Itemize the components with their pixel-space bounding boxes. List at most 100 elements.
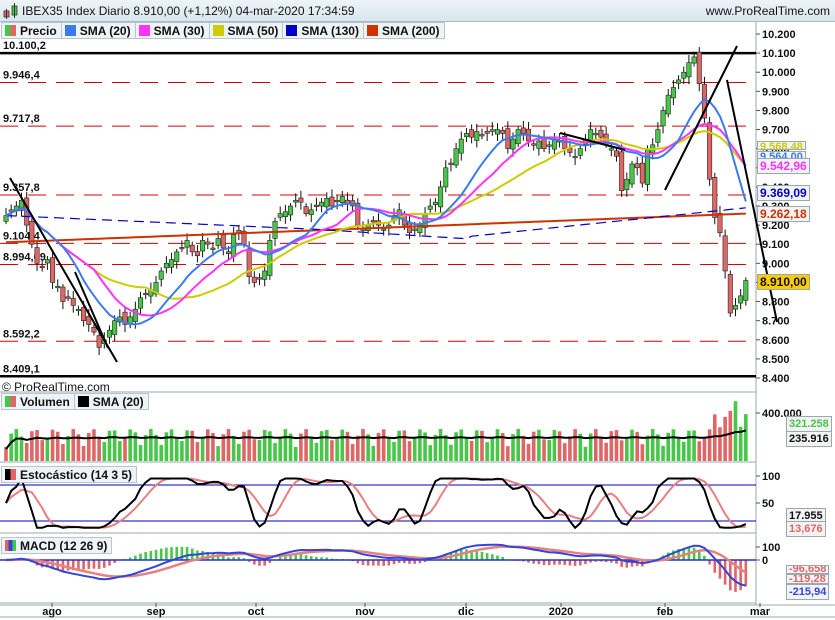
macd-histogram-bar [377,560,380,566]
legend-sma130[interactable]: SMA (130) [282,22,364,39]
legend-stochastic[interactable]: Estocástico (14 3 5) [1,466,138,483]
macd-histogram-bar [568,560,572,566]
price-axis-tick: 8.400 [762,373,790,385]
volume-bar [164,432,169,461]
candle [634,163,640,169]
macd-histogram-bar [134,555,137,560]
candle [494,129,500,135]
volume-bar [216,446,220,461]
candle [329,196,335,207]
candle [432,201,438,206]
chart-title: IBEX35 Index Diario 8.910,00 (+1,12%) 04… [22,4,355,18]
volume-bar [314,442,319,461]
volume-bar [723,416,727,461]
volume-bar [656,434,660,461]
candle [613,150,619,157]
volume-bar [542,439,546,461]
macd-histogram-bar [589,560,592,563]
legend-precio[interactable]: Precio [1,22,62,39]
site-link[interactable]: www.ProRealTime.com [705,4,830,18]
macd-histogram-bar [392,560,396,565]
macd-histogram-bar [599,560,603,562]
volume-bar [19,436,24,461]
macd-histogram-bar [201,550,204,560]
macd-histogram-bar [734,560,737,592]
macd-histogram-bar [491,554,494,560]
macd-histogram-bar [485,553,489,560]
macd-histogram-bar [692,547,696,560]
macd-histogram-bar [532,560,536,564]
legend-label: MACD (12 26 9) [20,538,108,553]
candle [169,259,175,268]
trendline[interactable] [74,271,109,349]
price-legend: Precio SMA (20) SMA (30) SMA (50) SMA (1… [1,22,445,39]
price-axis-tick: 8.500 [762,354,790,366]
legend-volume-sma[interactable]: SMA (20) [73,393,149,410]
x-axis-tick-label: ago [42,606,62,618]
candle [29,220,35,245]
volume-bar [661,445,665,461]
legend-sma200[interactable]: SMA (200) [362,22,445,39]
volume-bar [138,445,143,461]
candle [60,286,66,302]
macd-histogram-bar [242,558,246,560]
legend-sma50[interactable]: SMA (50) [208,22,284,39]
macd-histogram-bar [578,560,582,566]
volume-bar [190,430,195,461]
volume-legend: Volumen SMA (20) [1,393,149,410]
volume-sma-badge: 235.916 [786,431,832,447]
volume-bar [676,437,681,461]
macd-histogram-bar [408,560,411,564]
volume-bar [50,429,55,461]
stoch-k-line [5,476,747,530]
candle [381,228,387,231]
legend-volumen[interactable]: Volumen [1,393,75,410]
volume-bar [340,429,345,461]
candle [50,257,56,283]
macd-histogram-bar [170,547,173,560]
level-label: 9.717,8 [3,113,40,125]
candle [707,122,713,180]
volume-sma-line [5,429,747,450]
volume-bar [371,445,376,461]
volume-bar [268,431,272,461]
candle [200,240,206,252]
macd-histogram-bar [278,557,282,560]
macd-histogram-bar [97,560,101,569]
volume-bar [454,432,458,461]
volume-bar [299,433,303,461]
volume-bar [738,426,743,461]
candle [469,129,475,138]
candle [262,270,268,280]
candle [427,205,433,210]
legend-label: SMA (50) [227,23,279,38]
price-axis-tick: 10.200 [762,29,796,41]
price-axis-tick: 10.000 [762,67,796,79]
volume-bar [174,438,179,461]
trendline[interactable] [559,132,626,151]
volume-bar [681,441,686,461]
trendline[interactable] [664,45,738,191]
candle [65,296,71,299]
macd-histogram-bar [165,547,168,560]
volume-bar [397,430,401,461]
macd-histogram-bar [149,550,153,560]
macd-histogram-bar [66,560,70,571]
legend-macd[interactable]: MACD (12 26 9) [1,537,113,554]
legend-sma20[interactable]: SMA (20) [60,22,136,39]
volume-bar [376,432,381,461]
candle [34,247,40,264]
candle [86,316,92,325]
volume-bar [356,435,360,461]
volume-bar [231,435,236,461]
macd-histogram-bar [258,560,261,566]
sma30-line [5,122,747,317]
stoch-axis-tick: 50 [762,498,774,510]
sma50-swatch-icon [212,25,224,36]
volume-bar [283,429,288,461]
legend-label: Estocástico (14 3 5) [20,467,133,482]
macd-histogram-bar [563,560,567,566]
trendline[interactable] [9,177,118,363]
stoch-axis-tick: 100 [762,471,780,483]
